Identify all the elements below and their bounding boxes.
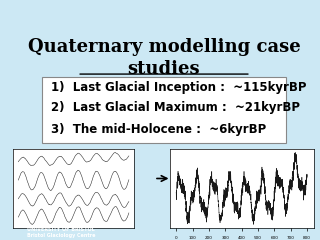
Text: BRIDGE: BRIDGE xyxy=(257,204,280,209)
Text: 3)  The mid-Holocene :  ~6kyrBP: 3) The mid-Holocene : ~6kyrBP xyxy=(51,123,267,136)
Text: 1)  Last Glacial Inception :  ~115kyrBP: 1) Last Glacial Inception : ~115kyrBP xyxy=(51,80,307,94)
Text: Quaternary modelling case
studies: Quaternary modelling case studies xyxy=(28,38,300,78)
Text: UNIVERSITY OF BRISTOL
Bristol Glaciology Centre: UNIVERSITY OF BRISTOL Bristol Glaciology… xyxy=(27,228,95,238)
Text: 2)  Last Glacial Maximum :  ~21kyrBP: 2) Last Glacial Maximum : ~21kyrBP xyxy=(51,101,300,114)
FancyBboxPatch shape xyxy=(43,77,285,143)
